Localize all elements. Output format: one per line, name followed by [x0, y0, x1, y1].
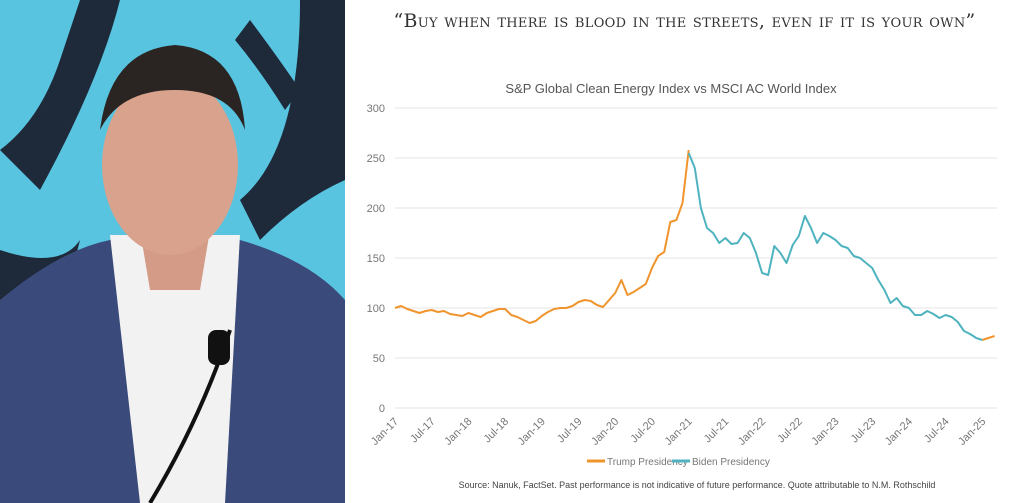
source-note: Source: Nanuk, FactSet. Past performance…	[459, 480, 936, 490]
x-tick-label: Jan-25	[956, 416, 988, 448]
y-tick-label: 250	[367, 153, 385, 165]
series-line-trump-presidency	[981, 335, 995, 341]
series-line-biden-presidency	[687, 152, 983, 341]
x-tick-label: Jan-17	[369, 416, 401, 448]
x-tick-label: Jan-21	[663, 416, 695, 448]
x-tick-label: Jul-21	[702, 416, 732, 446]
x-tick-label: Jul-17	[408, 416, 438, 446]
x-tick-label: Jan-19	[516, 416, 548, 448]
x-tick-label: Jul-24	[922, 416, 952, 446]
x-tick-label: Jan-22	[736, 416, 768, 448]
y-tick-label: 300	[367, 103, 385, 115]
x-tick-label: Jul-19	[555, 416, 585, 446]
x-tick-label: Jan-23	[809, 416, 841, 448]
chart-title: S&P Global Clean Energy Index vs MSCI AC…	[505, 81, 837, 96]
slide: “Buy when there is blood in the streets,…	[345, 0, 1024, 503]
x-tick-label: Jul-23	[849, 416, 879, 446]
y-tick-label: 200	[367, 203, 385, 215]
y-tick-label: 150	[367, 253, 385, 265]
x-tick-label: Jan-24	[883, 416, 915, 448]
legend-label-biden: Biden Presidency	[692, 457, 770, 468]
x-tick-label: Jul-18	[482, 416, 512, 446]
quote-text: “Buy when there is blood in the streets,…	[393, 10, 976, 32]
x-tick-label: Jul-20	[628, 416, 658, 446]
y-tick-label: 0	[379, 403, 385, 415]
x-tick-label: Jul-22	[775, 416, 805, 446]
legend: Trump Presidency Biden Presidency	[587, 457, 770, 468]
series-line-trump-presidency	[394, 149, 690, 324]
line-chart: S&P Global Clean Energy Index vs MSCI AC…	[367, 81, 997, 490]
y-tick-label: 100	[367, 303, 385, 315]
x-tick-label: Jan-20	[589, 416, 621, 448]
speaker-photo	[0, 0, 345, 503]
x-tick-label: Jan-18	[442, 416, 474, 448]
legend-label-trump: Trump Presidency	[607, 457, 688, 468]
y-tick-label: 50	[373, 353, 385, 365]
